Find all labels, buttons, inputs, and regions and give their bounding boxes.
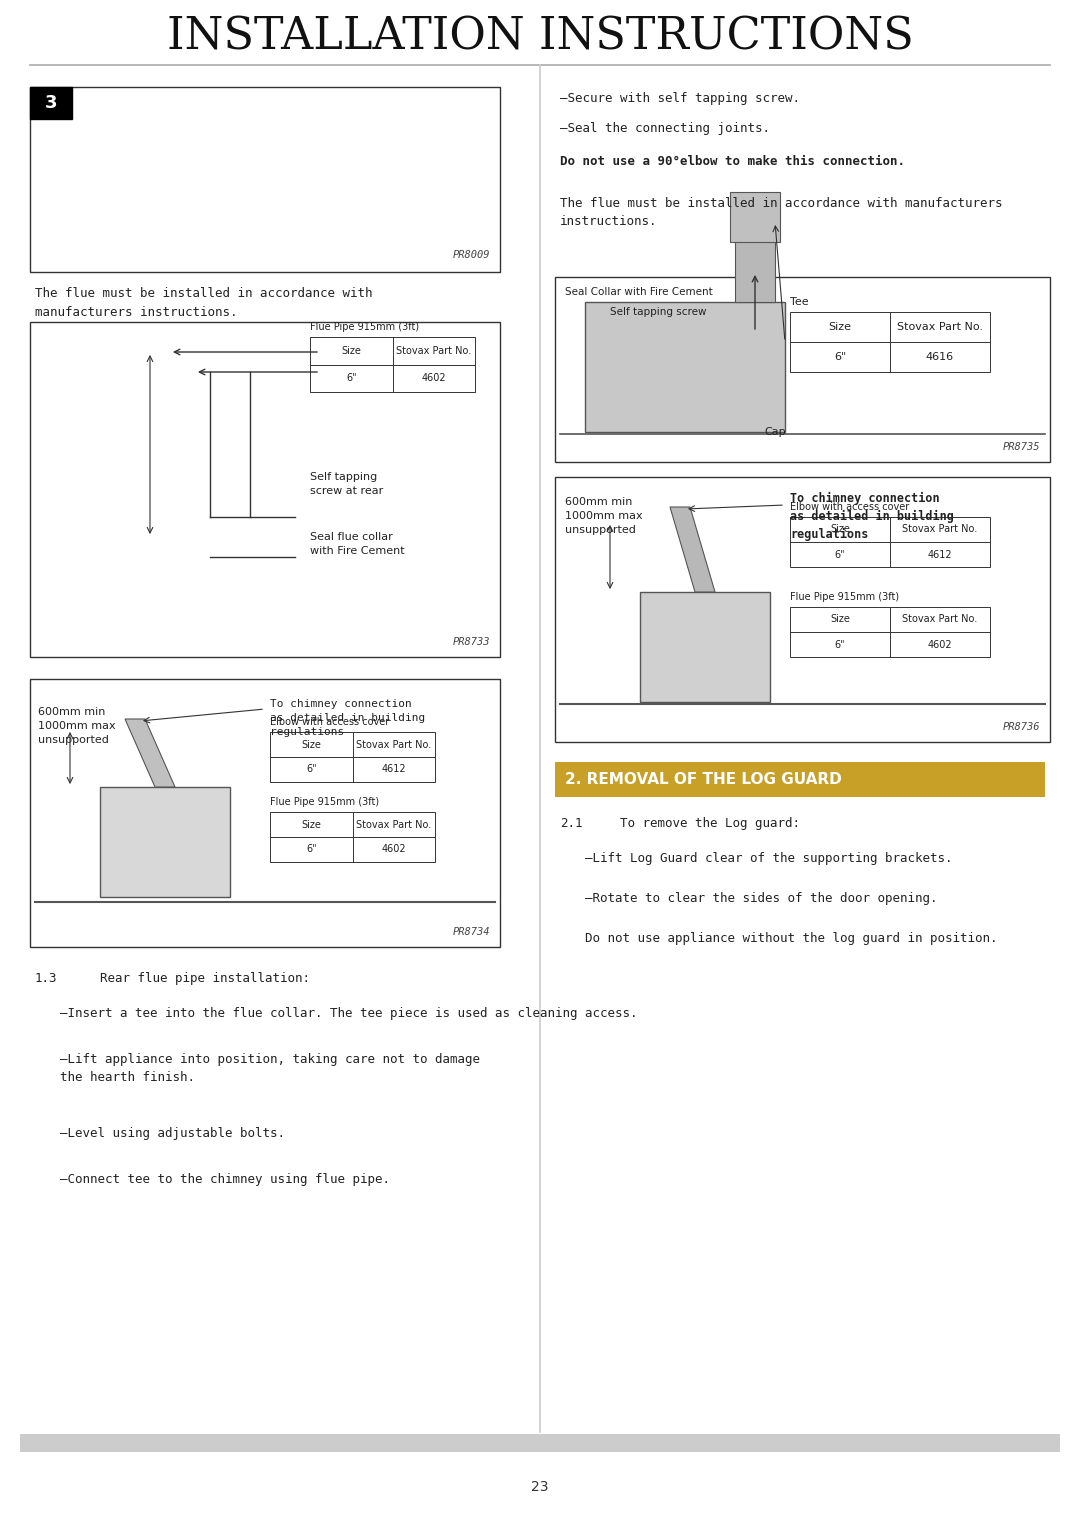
Bar <box>310 337 475 392</box>
Text: To chimney connection
as detailed in building
regulations: To chimney connection as detailed in bui… <box>270 699 426 738</box>
Text: —Level using adjustable bolts.: —Level using adjustable bolts. <box>60 1127 285 1141</box>
Text: Size: Size <box>301 739 321 750</box>
Text: To chimney connection
as detailed in building
regulations: To chimney connection as detailed in bui… <box>789 492 954 542</box>
Text: Stovax Part No.: Stovax Part No. <box>897 322 983 331</box>
Text: —Rotate to clear the sides of the door opening.: —Rotate to clear the sides of the door o… <box>585 892 937 906</box>
Bar <box>30 87 72 119</box>
Text: —Seal the connecting joints.: —Seal the connecting joints. <box>561 122 770 134</box>
Text: Seal flue collar
with Fire Cement: Seal flue collar with Fire Cement <box>310 531 405 556</box>
Text: 4612: 4612 <box>928 550 953 559</box>
Text: Flue Pipe 915mm (3ft): Flue Pipe 915mm (3ft) <box>789 592 900 602</box>
Bar <box>100 786 230 896</box>
Text: Tee: Tee <box>789 296 809 307</box>
Bar <box>270 812 435 863</box>
Text: Do not use appliance without the log guard in position.: Do not use appliance without the log gua… <box>585 931 998 945</box>
Text: Stovax Part No.: Stovax Part No. <box>396 345 471 356</box>
Text: 23: 23 <box>531 1480 549 1493</box>
Text: Size: Size <box>341 345 361 356</box>
Bar <box>735 221 775 302</box>
Text: Stovax Part No.: Stovax Part No. <box>903 614 977 625</box>
Bar <box>730 192 780 241</box>
Bar <box>21 1434 1059 1452</box>
Text: —Lift Log Guard clear of the supporting brackets.: —Lift Log Guard clear of the supporting … <box>585 852 953 864</box>
Text: —Lift appliance into position, taking care not to damage
the hearth finish.: —Lift appliance into position, taking ca… <box>60 1054 480 1084</box>
Text: 6": 6" <box>346 373 356 383</box>
Text: PR8733: PR8733 <box>453 637 490 647</box>
Text: 600mm min
1000mm max
unsupported: 600mm min 1000mm max unsupported <box>565 496 643 534</box>
Text: Flue Pipe 915mm (3ft): Flue Pipe 915mm (3ft) <box>310 322 419 331</box>
Text: PR8009: PR8009 <box>453 250 490 260</box>
Text: 4616: 4616 <box>926 353 954 362</box>
Bar <box>789 608 990 657</box>
Bar <box>30 680 500 947</box>
Text: 4602: 4602 <box>381 844 406 855</box>
Text: Size: Size <box>301 820 321 829</box>
Bar <box>30 322 500 657</box>
Text: The flue must be installed in accordance with
manufacturers instructions.: The flue must be installed in accordance… <box>35 287 373 319</box>
Text: 4602: 4602 <box>421 373 446 383</box>
Text: Flue Pipe 915mm (3ft): Flue Pipe 915mm (3ft) <box>270 797 379 806</box>
Text: Do not use a 90°elbow to make this connection.: Do not use a 90°elbow to make this conne… <box>561 156 905 168</box>
Bar <box>555 476 1050 742</box>
Bar <box>555 276 1050 463</box>
Text: Stovax Part No.: Stovax Part No. <box>356 739 431 750</box>
Text: Size: Size <box>831 524 850 534</box>
Bar <box>640 592 770 702</box>
Text: 2.1: 2.1 <box>561 817 582 831</box>
Text: 6": 6" <box>834 353 846 362</box>
Bar <box>270 731 435 782</box>
Text: 6": 6" <box>306 844 316 855</box>
Text: Cap: Cap <box>765 428 786 437</box>
Text: —Secure with self tapping screw.: —Secure with self tapping screw. <box>561 92 800 105</box>
Text: Rear flue pipe installation:: Rear flue pipe installation: <box>100 973 310 985</box>
Text: Elbow with access cover: Elbow with access cover <box>270 718 389 727</box>
Text: Self tapping
screw at rear: Self tapping screw at rear <box>310 472 383 496</box>
Text: 4612: 4612 <box>381 765 406 774</box>
Text: 6": 6" <box>306 765 316 774</box>
Text: INSTALLATION INSTRUCTIONS: INSTALLATION INSTRUCTIONS <box>166 15 914 58</box>
Text: —Connect tee to the chimney using flue pipe.: —Connect tee to the chimney using flue p… <box>60 1173 390 1186</box>
Text: 600mm min
1000mm max
unsupported: 600mm min 1000mm max unsupported <box>38 707 116 745</box>
Text: PR8734: PR8734 <box>453 927 490 938</box>
Text: PR8735: PR8735 <box>1002 441 1040 452</box>
Text: 4602: 4602 <box>928 640 953 649</box>
Bar <box>789 312 990 373</box>
Text: 6": 6" <box>835 640 846 649</box>
Polygon shape <box>125 719 175 786</box>
Bar <box>555 762 1045 797</box>
Text: 2. REMOVAL OF THE LOG GUARD: 2. REMOVAL OF THE LOG GUARD <box>565 773 841 786</box>
Bar <box>30 87 500 272</box>
Text: Size: Size <box>831 614 850 625</box>
Text: 6": 6" <box>835 550 846 559</box>
Text: Stovax Part No.: Stovax Part No. <box>356 820 431 829</box>
Text: To remove the Log guard:: To remove the Log guard: <box>620 817 800 831</box>
Text: The flue must be installed in accordance with manufacturers
instructions.: The flue must be installed in accordance… <box>561 197 1002 228</box>
Text: —Insert a tee into the flue collar. The tee piece is used as cleaning access.: —Insert a tee into the flue collar. The … <box>60 1006 637 1020</box>
Bar <box>789 518 990 567</box>
Text: 3: 3 <box>44 95 57 111</box>
Text: PR8736: PR8736 <box>1002 722 1040 731</box>
Text: Self tapping screw: Self tapping screw <box>610 307 706 318</box>
Text: Seal Collar with Fire Cement: Seal Collar with Fire Cement <box>565 287 713 296</box>
Text: 1.3: 1.3 <box>35 973 57 985</box>
Text: Elbow with access cover: Elbow with access cover <box>789 502 909 512</box>
Bar <box>585 302 785 432</box>
Text: Size: Size <box>828 322 851 331</box>
Polygon shape <box>670 507 715 592</box>
Text: Stovax Part No.: Stovax Part No. <box>903 524 977 534</box>
